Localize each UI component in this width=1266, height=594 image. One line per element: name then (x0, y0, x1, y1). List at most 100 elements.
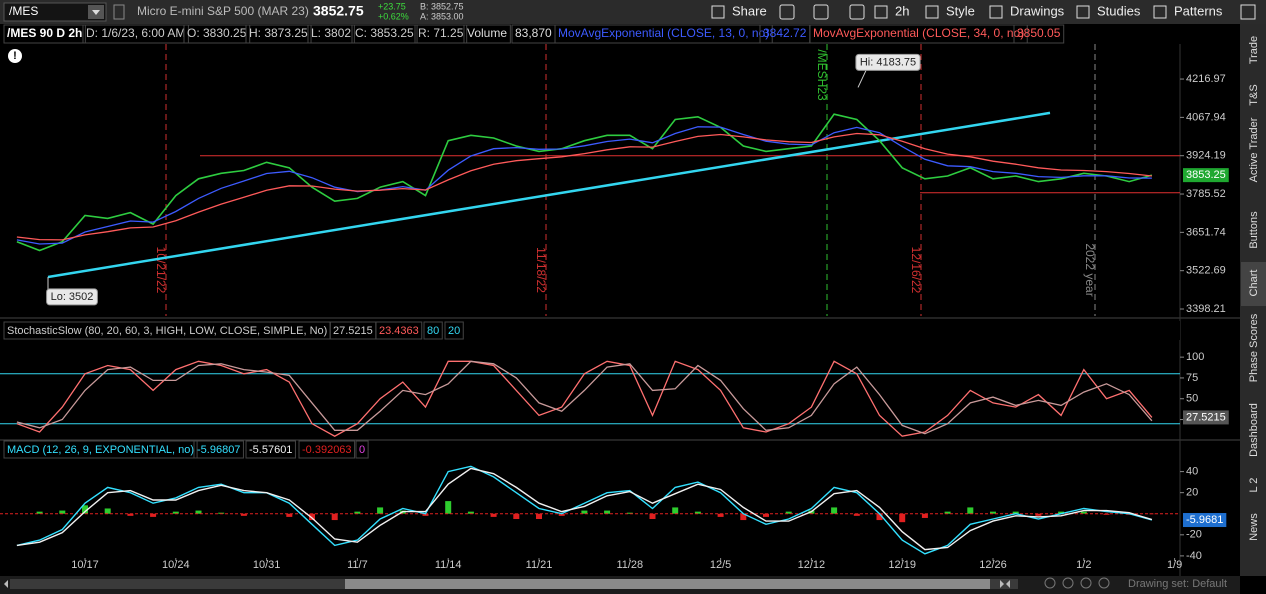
symbol-box[interactable] (3, 2, 107, 22)
histogram-bar (876, 513, 883, 521)
y-tick-label: 50 (1186, 393, 1198, 405)
symbol[interactable]: /MES (9, 4, 38, 18)
x-tick-label: 10/24 (162, 559, 190, 571)
zoom-icons[interactable] (1044, 577, 1110, 589)
last-price: 3852.75 (313, 3, 364, 19)
header-field-box (351, 24, 418, 44)
header-field: 83,870 (515, 26, 552, 40)
side-tab[interactable]: News (1248, 513, 1260, 541)
header-field-box (307, 24, 355, 44)
series-line (16, 467, 1153, 551)
x-tick-label: 10/17 (71, 559, 99, 571)
histogram-bar (740, 513, 747, 521)
study-header-field: MACD (12, 26, 9, EXPONENTIAL, no) (7, 444, 194, 456)
toolbar-icon[interactable] (711, 5, 725, 19)
header-field-box (3, 24, 86, 44)
histogram-bar (558, 513, 565, 516)
histogram-bar (717, 513, 724, 517)
symbol-description: Micro E-mini S&P 500 (MAR 23) (137, 4, 309, 18)
side-tab[interactable]: Trade (1248, 36, 1260, 64)
histogram-bar (1035, 513, 1042, 516)
histogram-bar (59, 510, 66, 514)
marker-label: 2022 year (1083, 243, 1097, 296)
study-header-field: 0 (359, 444, 365, 456)
histogram-bar (218, 512, 225, 514)
study-header-box (298, 440, 356, 459)
toolbar-icon[interactable] (1153, 5, 1167, 19)
histogram-bar (1103, 513, 1110, 515)
histogram-bar (990, 511, 996, 514)
header-field-box (554, 24, 773, 44)
toolbar-icon[interactable] (849, 4, 865, 20)
toolbar-buttons: Share 2h Style Drawings Studies Patterns (711, 3, 1256, 20)
study-header-box (193, 440, 244, 459)
side-tab[interactable]: Dashboard (1248, 403, 1260, 457)
side-tabs: Trade T&S Active Trader Buttons Chart Phase S… (1241, 36, 1266, 541)
histogram-bar (195, 510, 202, 514)
side-tab[interactable]: T&S (1248, 84, 1260, 105)
study-header-bar (0, 321, 1180, 340)
y-tick-label: 4067.94 (1186, 111, 1226, 123)
annotation-box (855, 53, 921, 71)
current-macd: -5.9681 (1186, 514, 1223, 526)
histogram-bar (467, 511, 474, 514)
side-tab[interactable]: L 2 (1248, 478, 1260, 493)
study-header-box (3, 440, 198, 459)
scroll-thumb[interactable] (345, 579, 990, 589)
toolbar-button[interactable]: 2h (895, 3, 909, 18)
header-field-box (414, 24, 468, 44)
study-header-box (444, 321, 464, 340)
y-tick-label: 4216.97 (1186, 73, 1226, 85)
side-tab[interactable]: Chart (1248, 270, 1260, 297)
current-price: 3853.25 (1186, 169, 1226, 181)
study-header-field: 27.5215 (333, 325, 373, 337)
x-tick-label: 12/26 (979, 559, 1007, 571)
header-field-box (1013, 24, 1065, 44)
toolbar-button[interactable]: Patterns (1174, 3, 1223, 18)
header-field-box (809, 24, 1028, 44)
histogram-bar (536, 513, 542, 520)
y-tick-label: 3522.69 (1186, 265, 1226, 277)
link-icon[interactable] (113, 4, 125, 20)
x-tick-label: 12/5 (710, 559, 731, 571)
study-header-field: 80 (427, 325, 439, 337)
header-field: 3850.05 (1017, 26, 1061, 40)
x-tick-label: 11/28 (616, 559, 643, 571)
toolbar (0, 0, 1266, 24)
study-header-box (423, 321, 443, 340)
toolbar-button[interactable]: Style (946, 3, 975, 18)
histogram-bar (104, 508, 111, 514)
histogram-bar (513, 513, 520, 520)
series-line (16, 465, 1153, 555)
active-tab (1241, 262, 1266, 306)
toolbar-icon[interactable] (1076, 5, 1090, 19)
net-change: +23.75 (378, 1, 406, 11)
header-field: MovAvgExponential (CLOSE, 13, 0, no) (558, 26, 769, 40)
histogram-bar (581, 510, 588, 514)
header-field: H: 3873.25 (249, 26, 308, 40)
histogram-bar (354, 511, 361, 514)
toolbar-icon[interactable] (779, 4, 795, 20)
study-header-field: -0.392063 (302, 444, 352, 456)
toolbar-icon[interactable] (925, 5, 939, 19)
current-stochastic: 27.5215 (1186, 411, 1226, 423)
histogram-bar (649, 513, 656, 520)
drawing-set[interactable]: Drawing set: Default (1128, 578, 1227, 590)
study-header-field: -5.96807 (197, 444, 240, 456)
histogram-bar (921, 513, 928, 518)
toolbar-button[interactable]: Drawings (1010, 3, 1065, 18)
side-tab[interactable]: Phase Scores (1248, 313, 1260, 382)
toolbar-button[interactable]: Share (732, 3, 767, 18)
side-tab[interactable]: Buttons (1248, 211, 1260, 249)
annotation-box (46, 288, 98, 306)
histogram-bar (172, 511, 179, 514)
toolbar-button[interactable]: Studies (1097, 3, 1141, 18)
close-button[interactable] (1240, 4, 1256, 20)
toolbar-icon[interactable] (989, 5, 1003, 19)
histogram-bar (785, 511, 792, 514)
toolbar-icon[interactable] (813, 4, 829, 20)
alert-icon[interactable] (8, 49, 22, 63)
side-tab[interactable]: Active Trader (1248, 117, 1260, 182)
header-field: MovAvgExponential (CLOSE, 34, 0, no) (813, 26, 1024, 40)
toolbar-icon[interactable] (874, 5, 888, 19)
